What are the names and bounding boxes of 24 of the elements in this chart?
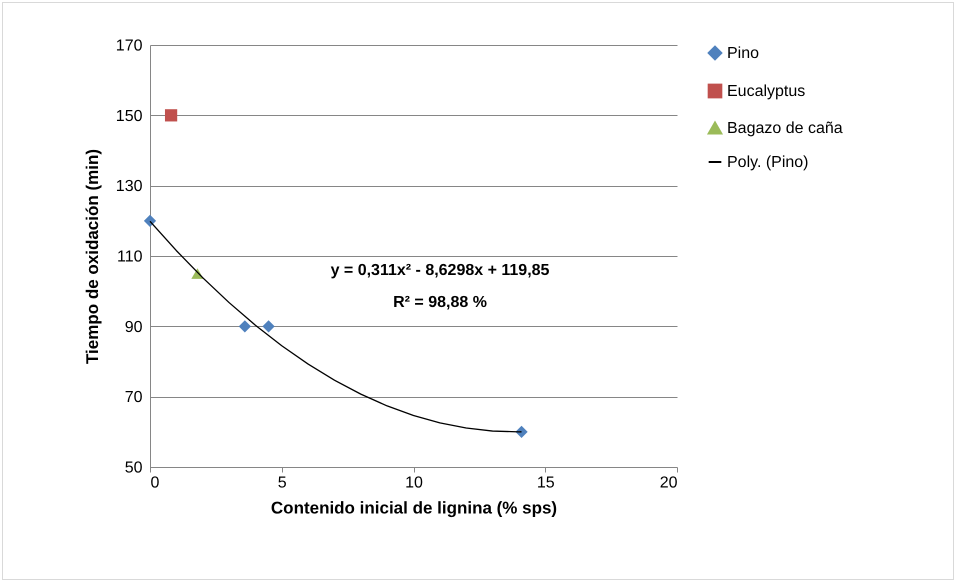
legend-label: Bagazo de caña xyxy=(727,120,843,137)
y-tick-label: 90 xyxy=(124,318,143,336)
point xyxy=(164,109,178,122)
y-tick-label: 70 xyxy=(124,389,143,406)
point xyxy=(144,214,156,227)
y-tick-label: 170 xyxy=(116,38,143,54)
legend-label: Eucalyptus xyxy=(727,83,806,100)
x-tick-label: 5 xyxy=(278,474,287,492)
y-axis-title: Tiempo de oxidación (min) xyxy=(82,148,102,364)
y-tick-label: 50 xyxy=(124,460,143,476)
legend-label: Poly. (Pino) xyxy=(727,154,809,171)
annotation: R² = 98,88 % xyxy=(393,294,487,311)
point xyxy=(262,320,275,332)
x-tick-label: 10 xyxy=(405,474,423,492)
x-tick-label: 0 xyxy=(150,474,160,492)
annotation: y = 0,311x² - 8,6298x + 119,85 xyxy=(330,262,550,279)
point xyxy=(238,320,251,332)
y-tick-label: 150 xyxy=(116,108,143,125)
y-tick-label: 130 xyxy=(116,178,143,196)
x-tick-label: 20 xyxy=(660,474,678,492)
legend-label: Pino xyxy=(727,45,760,62)
y-tick-label: 110 xyxy=(116,248,143,266)
x-tick-label: 15 xyxy=(536,474,555,492)
x-axis-title: Contenido inicial de lignina (% sps) xyxy=(270,498,558,518)
